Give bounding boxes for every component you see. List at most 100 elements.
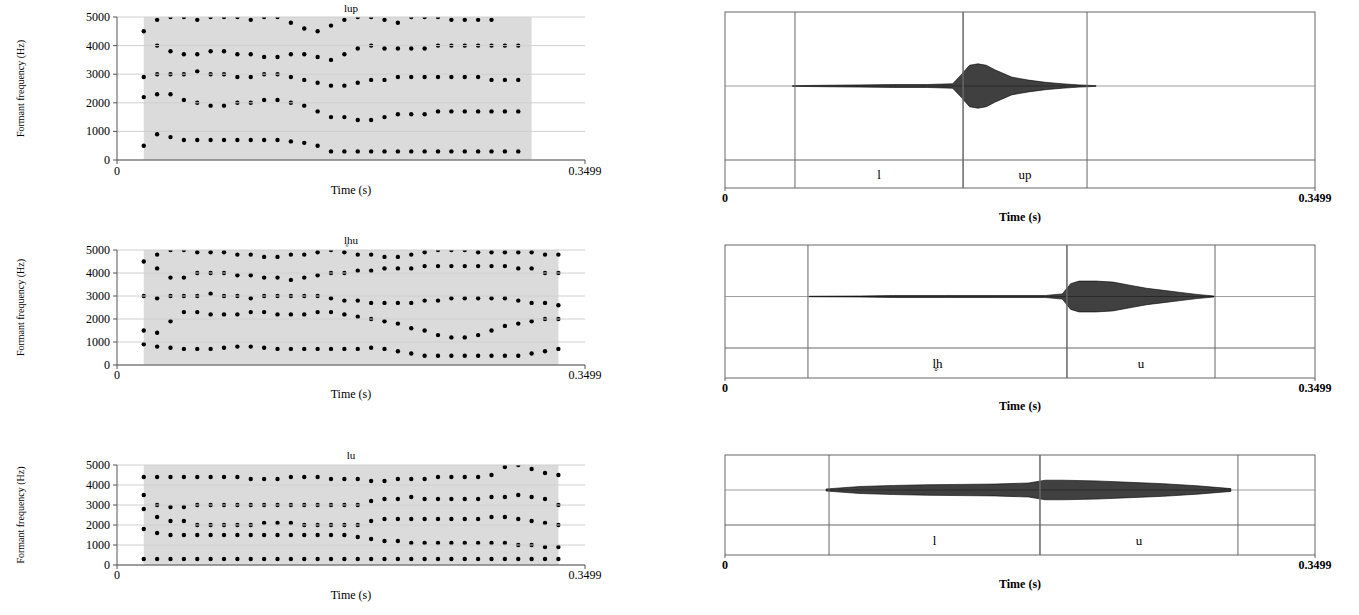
formant-dot: [262, 275, 266, 279]
formant-dot: [249, 296, 253, 300]
formant-dot: [382, 78, 386, 82]
formant-dot: [356, 535, 360, 539]
formant-dot: [409, 75, 413, 79]
formant-dot: [369, 479, 373, 483]
formant-dot: [342, 477, 346, 481]
formant-dot: [195, 533, 199, 537]
formant-dot: [142, 557, 146, 561]
formant-dot: [449, 264, 453, 268]
formant-dot: [315, 81, 319, 85]
formant-dot: [235, 312, 239, 316]
formant-dot: [369, 519, 373, 523]
formant-dot: [396, 301, 400, 305]
y-tick: [113, 342, 117, 343]
formant-dot: [382, 517, 386, 521]
formant-dot: [396, 477, 400, 481]
formant-dot: [356, 315, 360, 319]
formant-dot: [302, 52, 306, 56]
formant-dot: [382, 46, 386, 50]
formant-dot: [436, 517, 440, 521]
formant-dot: [396, 112, 400, 116]
formant-dot: [436, 298, 440, 302]
formant-dot: [262, 346, 266, 350]
x-axis: [117, 365, 585, 366]
segment-boundary: [1237, 455, 1238, 555]
formant-dot: [369, 252, 373, 256]
formant-dot: [342, 298, 346, 302]
x-axis-title: Time (s): [999, 210, 1041, 224]
formant-dot: [503, 296, 507, 300]
formant-dot: [476, 557, 480, 561]
formant-dot: [235, 273, 239, 277]
formant-dot: [356, 298, 360, 302]
grid-line: [117, 319, 585, 320]
x-tick-label: 0.3499: [1299, 381, 1332, 395]
formant-dot: [382, 266, 386, 270]
formant-dot: [503, 109, 507, 113]
x-tick-label: 0.3499: [569, 164, 602, 178]
formant-dot: [476, 333, 480, 337]
formant-dot: [529, 519, 533, 523]
formant-dot: [382, 18, 386, 22]
formant-dot: [155, 515, 159, 519]
y-tick-label: 0: [104, 358, 110, 372]
spectrogram-shading: [144, 465, 559, 565]
formant-dot: [342, 18, 346, 22]
formant-dot: [369, 149, 373, 153]
formant-dot: [436, 475, 440, 479]
formant-dot: [396, 497, 400, 501]
formant-dot: [289, 252, 293, 256]
formant-dot: [182, 519, 186, 523]
formant-dot: [315, 109, 319, 113]
formant-dot: [396, 21, 400, 25]
segment-label: u: [1138, 356, 1145, 371]
formant-dot: [476, 517, 480, 521]
formant-dot: [342, 312, 346, 316]
grid-line: [117, 485, 585, 486]
formant-dot: [396, 266, 400, 270]
grid-line: [117, 273, 585, 274]
formant-dot: [155, 18, 159, 22]
formant-dot: [235, 344, 239, 348]
formant-dot: [556, 473, 560, 477]
y-tick: [113, 319, 117, 320]
grid-line: [117, 342, 585, 343]
formant-dot: [182, 52, 186, 56]
formant-dot: [396, 321, 400, 325]
formant-dot: [449, 354, 453, 358]
grid-line: [117, 525, 585, 526]
formant-dot: [142, 493, 146, 497]
spectrogram-shading: [144, 17, 532, 160]
formant-dot: [329, 58, 333, 62]
formant-dot: [182, 138, 186, 142]
formant-dot: [142, 507, 146, 511]
formant-dot: [422, 250, 426, 254]
formant-dot: [516, 298, 520, 302]
segment-boundary: [1066, 245, 1067, 378]
y-axis-title: Formant frequency (Hz): [15, 259, 27, 356]
formant-dot: [275, 477, 279, 481]
formant-dot: [289, 557, 293, 561]
formant-dot: [182, 533, 186, 537]
plot-area: [792, 64, 1096, 108]
y-tick-label: 0: [104, 153, 110, 167]
x-tick-label: 0: [114, 368, 120, 382]
formant-dot: [249, 557, 253, 561]
formant-dot: [182, 347, 186, 351]
formant-dot: [315, 533, 319, 537]
waveform-frame: [725, 12, 1315, 188]
formant-dot: [142, 342, 146, 346]
grid-line: [117, 565, 585, 566]
segment-boundary: [807, 245, 808, 378]
formant-dot: [436, 75, 440, 79]
formant-dot: [168, 475, 172, 479]
y-tick: [113, 485, 117, 486]
x-tick-label: 0.3499: [569, 368, 602, 382]
segment-boundary: [1039, 455, 1040, 555]
formant-dot: [155, 252, 159, 256]
formant-dot: [382, 497, 386, 501]
formant-dot: [556, 347, 560, 351]
formant-dot: [262, 255, 266, 259]
formant-dot: [235, 252, 239, 256]
formant-dot: [409, 46, 413, 50]
